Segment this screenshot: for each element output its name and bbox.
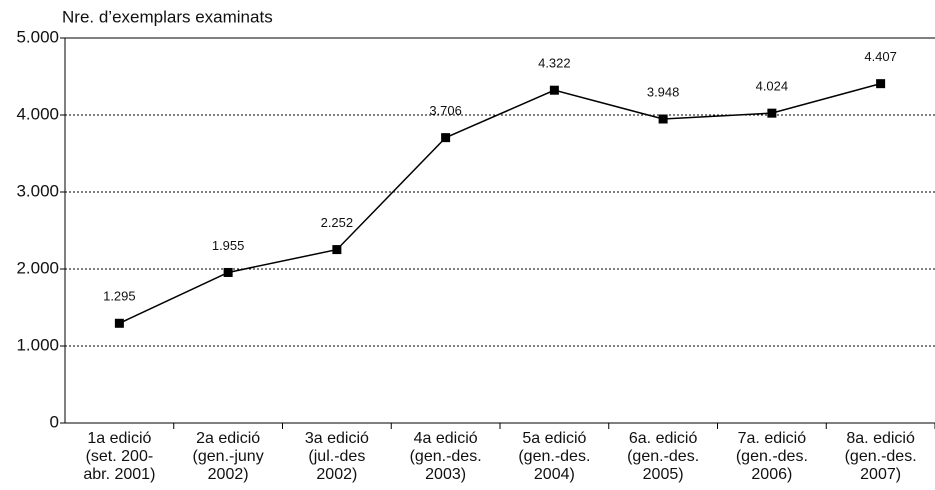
value-label: 3.948: [647, 84, 680, 99]
x-tick-label: 2004): [534, 466, 575, 483]
y-tick-label: 2.000: [16, 258, 59, 277]
y-tick-label: 1.000: [16, 335, 59, 354]
value-label: 4.024: [756, 79, 789, 94]
value-label: 3.706: [429, 103, 462, 118]
x-tick-label: 8a. edició: [846, 430, 915, 447]
x-tick-label: (gen.-des.: [518, 448, 590, 465]
x-tick-label: 2003): [425, 466, 466, 483]
x-tick-label: 3a edició: [305, 430, 369, 447]
x-tick-label: 2002): [316, 466, 357, 483]
marker: [332, 245, 342, 255]
x-tick-label: 2002): [208, 466, 249, 483]
x-tick-label: 1a edició: [87, 430, 151, 447]
value-label: 1.955: [212, 238, 245, 253]
y-tick-label: 5.000: [16, 27, 59, 46]
x-tick-label: (gen.-des.: [627, 448, 699, 465]
marker: [114, 318, 124, 328]
x-tick-label: 2006): [751, 466, 792, 483]
x-tick-label: (gen.-des.: [410, 448, 482, 465]
marker: [223, 267, 233, 277]
x-tick-label: (gen.-juny: [193, 448, 264, 465]
x-tick-label: (gen.-des.: [845, 448, 917, 465]
x-tick-label: 4a edició: [414, 430, 478, 447]
value-label: 4.407: [864, 49, 897, 64]
marker: [876, 79, 886, 89]
x-tick-label: (jul.-des: [308, 448, 365, 465]
marker: [658, 114, 668, 124]
marker: [549, 85, 559, 95]
value-label: 4.322: [538, 56, 571, 71]
marker: [441, 133, 451, 143]
x-tick-label: (gen.-des.: [736, 448, 808, 465]
x-tick-label: 6a. edició: [629, 430, 698, 447]
x-tick-label: 2a edició: [196, 430, 260, 447]
x-tick-label: 7a. edició: [738, 430, 807, 447]
value-label: 2.252: [321, 215, 354, 230]
x-tick-label: 2005): [643, 466, 684, 483]
value-label: 1.295: [103, 289, 136, 304]
y-tick-label: 3.000: [16, 181, 59, 200]
line: [119, 82, 881, 324]
x-tick-label: 2007): [860, 466, 901, 483]
y-axis-title: Nre. d’exemplars examinats: [62, 7, 273, 26]
x-tick-label: 5a edició: [522, 430, 586, 447]
x-tick-label: (set. 200-: [86, 448, 154, 465]
y-tick-label: 4.000: [16, 104, 59, 123]
y-tick-label: 0: [50, 412, 59, 431]
marker: [767, 108, 777, 118]
x-tick-label: abr. 2001): [83, 466, 155, 483]
